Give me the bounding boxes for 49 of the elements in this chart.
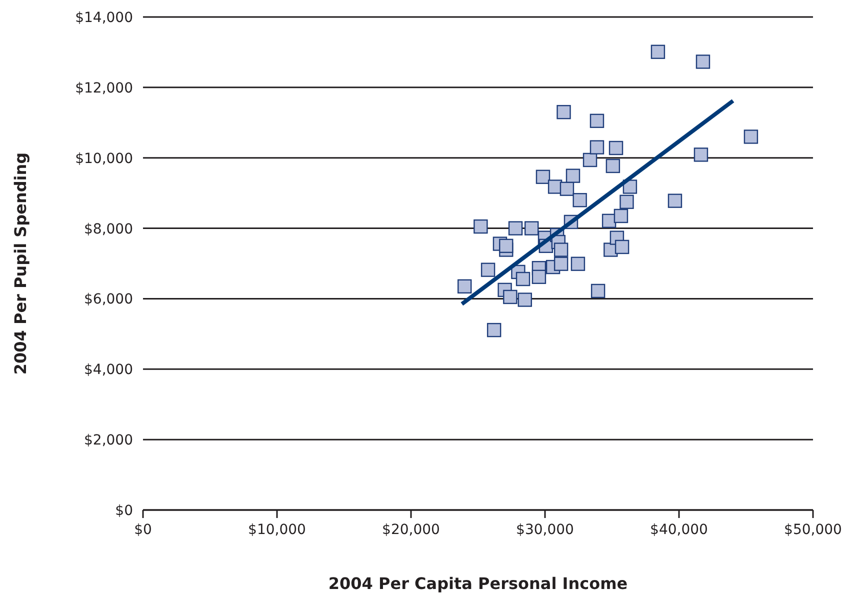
x-tick-label: $10,000 xyxy=(248,522,306,538)
x-tick-label: $50,000 xyxy=(784,522,842,538)
point xyxy=(570,256,586,271)
point xyxy=(614,208,628,224)
x-tick-label: $0 xyxy=(134,522,152,538)
point xyxy=(590,114,604,128)
point xyxy=(486,322,502,338)
point xyxy=(582,152,598,168)
point xyxy=(590,140,604,154)
y-tick-label: $12,000 xyxy=(75,80,133,96)
point xyxy=(458,279,472,294)
x-tick-label: $20,000 xyxy=(382,522,440,538)
point xyxy=(554,242,568,257)
point xyxy=(554,256,568,271)
point xyxy=(608,140,624,156)
point xyxy=(516,272,530,286)
point xyxy=(668,194,682,208)
y-tick-label: $10,000 xyxy=(75,150,133,167)
x-axis-title: 2004 Per Capita Personal Income xyxy=(328,574,628,593)
y-tick-label: $8,000 xyxy=(84,221,133,238)
point xyxy=(508,221,523,236)
point xyxy=(524,221,539,236)
point xyxy=(474,219,488,234)
x-tick-label: $40,000 xyxy=(650,522,708,538)
point xyxy=(518,292,532,307)
point xyxy=(614,240,630,254)
point xyxy=(560,182,574,196)
point xyxy=(480,262,496,277)
point xyxy=(694,148,708,162)
point xyxy=(590,284,606,298)
point xyxy=(499,238,514,253)
point xyxy=(566,168,580,183)
y-tick-label: $6,000 xyxy=(84,292,133,308)
y-axis-title: 2004 Per Pupil Spending xyxy=(11,152,30,375)
point xyxy=(503,290,518,304)
point xyxy=(556,104,571,120)
x-tick-label: $30,000 xyxy=(516,522,574,538)
point xyxy=(532,270,546,284)
point xyxy=(650,44,666,59)
point xyxy=(744,130,758,144)
y-tick-label: $14,000 xyxy=(75,10,133,26)
point xyxy=(536,170,550,184)
point xyxy=(606,158,620,174)
point xyxy=(620,194,634,209)
y-tick-label: $4,000 xyxy=(84,362,133,378)
y-tick-label: $2,000 xyxy=(84,432,133,449)
point xyxy=(572,193,587,208)
y-tick-label: $0 xyxy=(115,503,133,519)
point xyxy=(696,54,710,69)
